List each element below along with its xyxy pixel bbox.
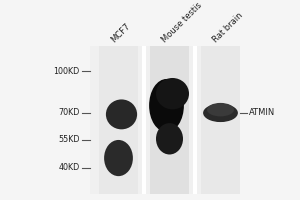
Bar xyxy=(150,46,189,194)
Bar xyxy=(201,46,240,194)
Ellipse shape xyxy=(207,103,234,116)
Bar xyxy=(90,46,240,194)
Text: Rat brain: Rat brain xyxy=(211,10,245,44)
Ellipse shape xyxy=(104,140,133,176)
Text: 100KD: 100KD xyxy=(53,67,80,76)
Text: 55KD: 55KD xyxy=(58,135,80,144)
Text: 40KD: 40KD xyxy=(58,163,80,172)
Text: Mouse testis: Mouse testis xyxy=(160,0,204,44)
Ellipse shape xyxy=(203,104,238,122)
Text: ATMIN: ATMIN xyxy=(249,108,275,117)
Text: 70KD: 70KD xyxy=(58,108,80,117)
Text: MCF7: MCF7 xyxy=(109,21,132,44)
Bar xyxy=(142,46,146,194)
Ellipse shape xyxy=(106,99,137,129)
Ellipse shape xyxy=(156,78,189,109)
Bar xyxy=(193,46,197,194)
Ellipse shape xyxy=(156,123,183,154)
Bar xyxy=(99,46,138,194)
Ellipse shape xyxy=(149,79,184,132)
